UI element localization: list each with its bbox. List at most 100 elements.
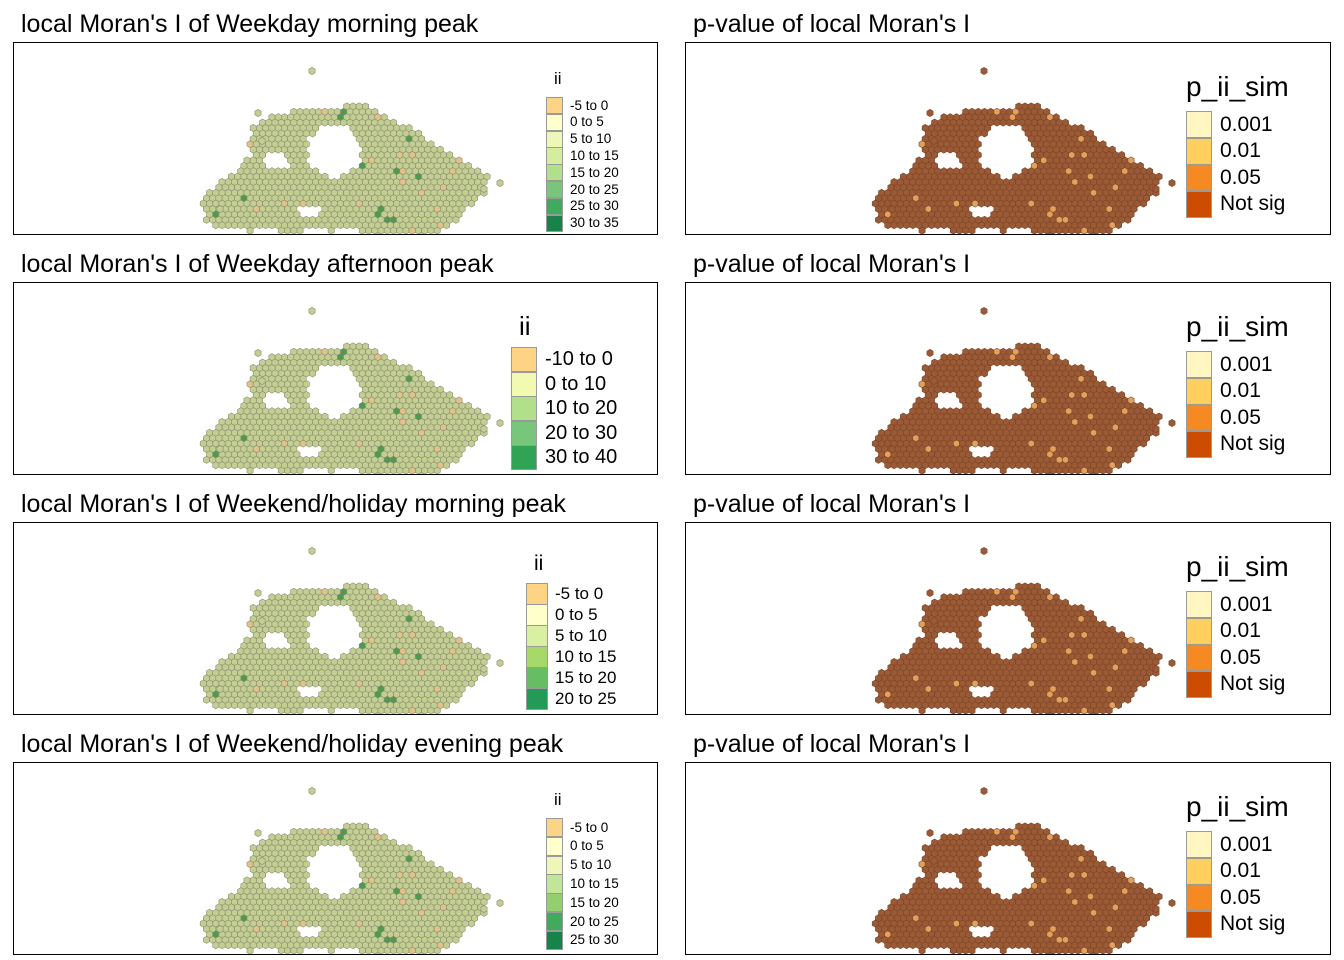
map-cell xyxy=(218,701,226,710)
map-cell xyxy=(396,706,404,714)
legend-swatch xyxy=(1186,591,1212,618)
legend-swatch xyxy=(546,130,563,148)
legend-swatch xyxy=(546,214,563,232)
legend-swatch xyxy=(1186,617,1212,645)
map-cell xyxy=(312,221,320,230)
map-cell xyxy=(268,625,276,634)
map-cell xyxy=(443,461,451,470)
map-cell xyxy=(890,461,898,470)
legend-label: 10 to 15 xyxy=(555,647,617,666)
map-cell xyxy=(309,129,316,138)
legend-swatch xyxy=(1186,164,1212,191)
map-cell xyxy=(1005,118,1013,127)
map-cell xyxy=(928,701,935,710)
map-cell xyxy=(299,439,307,448)
map-cell xyxy=(327,598,335,607)
map-cell xyxy=(1012,358,1020,367)
map-cell xyxy=(443,701,451,710)
map-cell xyxy=(254,349,262,357)
map-cell xyxy=(327,706,335,714)
map-cell xyxy=(1099,226,1107,234)
legend-label: 20 to 25 xyxy=(570,181,619,197)
map-cell xyxy=(1062,226,1069,234)
legend-swatch xyxy=(546,97,563,115)
map-cell xyxy=(312,461,320,470)
map-cell xyxy=(284,226,291,234)
map-cell xyxy=(268,221,276,230)
map-cell xyxy=(968,226,976,234)
map-cell xyxy=(1037,226,1045,234)
map-cell xyxy=(290,706,298,714)
map-cell xyxy=(903,221,910,230)
map-cell xyxy=(308,67,316,75)
map-cell xyxy=(274,865,282,874)
map-cell xyxy=(1080,466,1088,474)
map-cell xyxy=(299,199,307,208)
map-cell xyxy=(926,589,934,597)
map-cell xyxy=(875,215,882,224)
map-cell xyxy=(212,461,220,470)
hexagon-grid xyxy=(199,787,504,954)
map-cell xyxy=(909,701,917,710)
map-cell xyxy=(284,466,291,474)
legend-label: -5 to 0 xyxy=(570,97,609,113)
map-cell xyxy=(984,461,992,470)
legend-label: 10 to 15 xyxy=(570,148,619,164)
map-cell xyxy=(390,706,397,714)
map-cell xyxy=(218,461,226,470)
map-cell xyxy=(1090,712,1097,714)
map-cell xyxy=(930,617,938,625)
panel-title: p-value of local Moran's I xyxy=(693,250,971,278)
legend-title: p_ii_sim xyxy=(1186,71,1289,102)
legend-label: Not sig xyxy=(1220,672,1286,696)
map-cell xyxy=(274,145,282,154)
map-cell xyxy=(962,226,970,234)
map-cell xyxy=(365,226,373,234)
map-cell xyxy=(418,712,425,714)
legend-swatch xyxy=(1186,137,1212,165)
map-cell xyxy=(258,617,266,625)
map-cell xyxy=(1140,439,1147,448)
map-cell xyxy=(1030,226,1038,234)
map-cell xyxy=(468,919,475,928)
map-cell xyxy=(981,609,988,618)
map-frame: p_ii_sim 0.001 0.01 0.05 Not sig xyxy=(685,42,1331,235)
map-cell xyxy=(968,706,976,714)
map-cell xyxy=(930,137,938,145)
map-cell xyxy=(1105,226,1113,234)
map-cell xyxy=(277,706,285,714)
map-cell xyxy=(1099,466,1107,474)
panel-title: local Moran's I of Weekend/holiday eveni… xyxy=(21,730,564,758)
map-cell xyxy=(305,221,313,230)
panel-title: p-value of local Moran's I xyxy=(693,10,971,38)
legend-title: ii xyxy=(554,69,562,88)
map-cell xyxy=(1074,226,1082,234)
map-cell xyxy=(999,598,1007,607)
map-cell xyxy=(1046,472,1054,474)
map-cell xyxy=(296,466,304,474)
map-cell xyxy=(224,221,232,230)
map-cell xyxy=(340,838,348,847)
map-cell xyxy=(327,466,335,474)
map-cell xyxy=(909,461,917,470)
map-cell xyxy=(383,226,391,234)
map-cell xyxy=(928,221,935,230)
map-cell xyxy=(1090,472,1097,474)
legend-label: -10 to 0 xyxy=(545,348,613,371)
legend-label: 30 to 40 xyxy=(545,446,618,469)
map-cell xyxy=(949,226,957,234)
map-cell xyxy=(949,466,957,474)
map-cell xyxy=(216,445,224,453)
legend-label: 0.001 xyxy=(1220,112,1273,136)
map-cell xyxy=(308,547,316,555)
map-cell xyxy=(333,358,341,367)
legend-title: ii xyxy=(519,311,531,341)
legend-swatch xyxy=(511,347,537,372)
map-cell xyxy=(427,466,435,474)
map-cell xyxy=(433,226,441,234)
map-cell xyxy=(212,221,220,230)
map-cell xyxy=(203,455,210,464)
map-cell xyxy=(203,215,210,224)
map-cell xyxy=(1009,461,1016,470)
map-cell xyxy=(956,226,963,234)
